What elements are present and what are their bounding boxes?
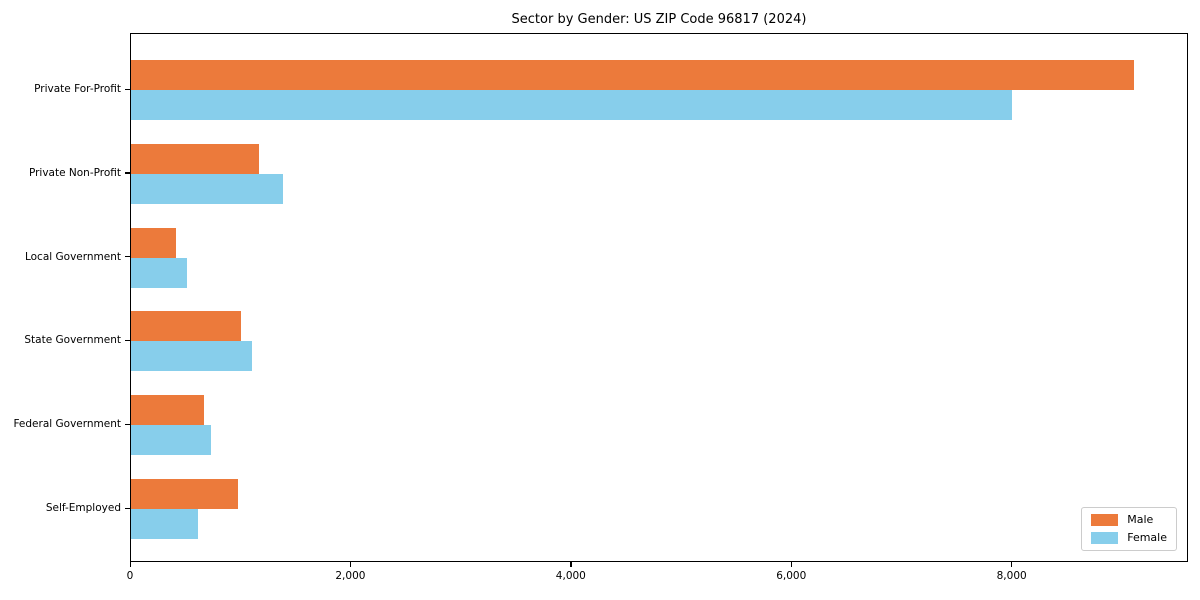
- y-tick-mark: [125, 423, 130, 425]
- x-tick-mark: [790, 562, 793, 567]
- legend: Male Female: [1081, 507, 1177, 551]
- x-tick-mark: [570, 562, 572, 567]
- bar-male-3: [131, 227, 177, 258]
- legend-label-male: Male: [1127, 513, 1154, 526]
- x-tick-mark: [1011, 562, 1013, 567]
- legend-swatch-female: [1091, 532, 1119, 544]
- y-tick-label: Self-Employed: [45, 502, 121, 514]
- bar-male-4: [131, 311, 241, 342]
- y-tick-mark: [125, 172, 130, 174]
- x-tick-label: 2,000: [335, 570, 366, 582]
- y-tick-mark: [125, 339, 130, 342]
- legend-entry-male: Male: [1091, 514, 1167, 526]
- bar-female-6: [131, 509, 199, 539]
- bar-male-6: [131, 479, 238, 509]
- bar-female-3: [131, 257, 188, 288]
- chart-title: Sector by Gender: US ZIP Code 96817 (202…: [511, 12, 807, 27]
- bar-female-2: [131, 173, 283, 204]
- y-tick-label: Local Government: [24, 250, 121, 263]
- x-tick-mark: [129, 562, 131, 567]
- legend-entry-female: Female: [1091, 532, 1167, 544]
- y-tick-label: Private For-Profit: [34, 83, 121, 95]
- x-tick-label: 4,000: [555, 570, 586, 582]
- bar-male-1: [131, 60, 1135, 90]
- bar-male-5: [131, 395, 204, 426]
- legend-swatch-male: [1091, 514, 1119, 526]
- y-tick-label: Private Non-Profit: [28, 166, 121, 179]
- y-tick-mark: [125, 507, 130, 509]
- x-tick-label: 6,000: [776, 570, 807, 582]
- y-tick-mark: [125, 88, 130, 90]
- bar-male-2: [131, 143, 259, 174]
- y-tick-label: State Government: [24, 334, 121, 347]
- x-tick-label: 0: [126, 570, 134, 582]
- bar-female-5: [131, 425, 212, 456]
- bar-female-4: [131, 341, 252, 372]
- bar-female-1: [131, 90, 1013, 120]
- x-tick-mark: [349, 562, 352, 567]
- y-tick-mark: [125, 256, 130, 258]
- plot-area: Male Female: [130, 33, 1188, 562]
- x-tick-label: 8,000: [996, 570, 1027, 582]
- legend-label-female: Female: [1127, 531, 1167, 544]
- y-tick-label: Federal Government: [13, 418, 121, 431]
